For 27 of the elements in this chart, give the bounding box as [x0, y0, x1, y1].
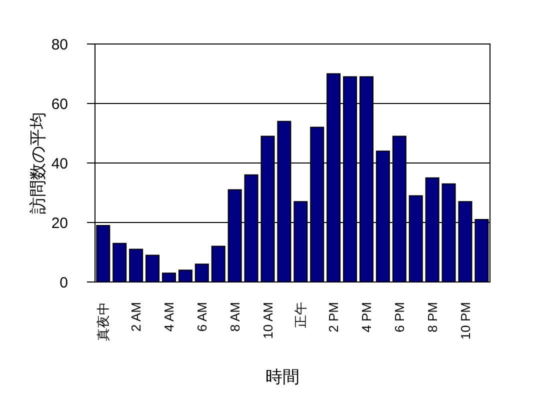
x-axis-title: 時間: [266, 368, 300, 386]
x-tick-label: 6 PM: [392, 302, 407, 332]
x-tick-label: 8 PM: [424, 302, 440, 332]
x-tick-label: 4 AM: [162, 302, 177, 332]
bar: [112, 242, 127, 282]
y-tick-label: 80: [51, 36, 68, 54]
x-tick-label: 6 AM: [194, 302, 210, 332]
x-tick-label: 2 AM: [128, 302, 144, 332]
y-tick-label: 60: [51, 96, 68, 113]
bar: [129, 248, 144, 282]
bar: [178, 270, 192, 282]
y-tick-label: 20: [51, 214, 68, 232]
x-tick-label: 10 AM: [260, 302, 276, 339]
x-tick-label: 正午: [293, 302, 308, 328]
y-axis-title: 訪問数の平均: [28, 112, 48, 214]
x-tick-label: 真夜中: [96, 302, 111, 341]
x-tick-label: 8 AM: [227, 302, 242, 332]
x-tick-label: 4 PM: [359, 302, 374, 332]
bar: [211, 246, 226, 282]
bar: [146, 254, 160, 282]
x-tick-label: 2 PM: [326, 302, 342, 332]
bar: [194, 264, 209, 282]
y-tick-label: 0: [60, 274, 68, 292]
bar: [96, 224, 110, 282]
y-tick-label: 40: [51, 155, 68, 172]
x-tick-label: 10 PM: [458, 302, 473, 340]
bar: [162, 272, 176, 282]
